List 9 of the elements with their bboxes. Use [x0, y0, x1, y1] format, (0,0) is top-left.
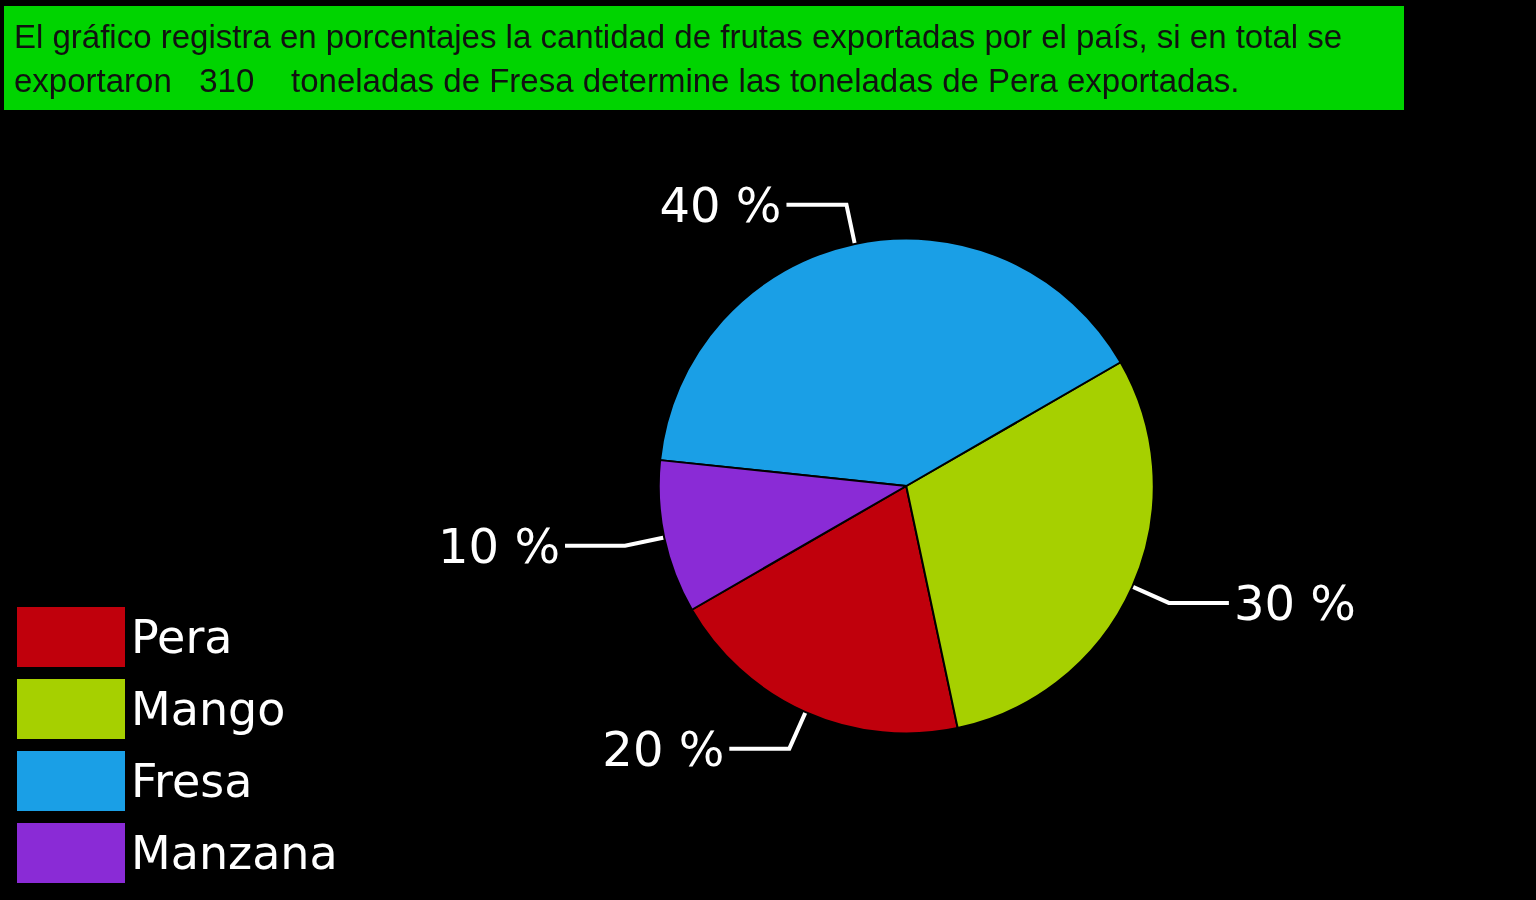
legend-label: Manzana: [131, 826, 338, 880]
data-label: 20 %: [602, 720, 725, 777]
legend-label: Pera: [131, 610, 233, 664]
legend-label: Mango: [131, 682, 286, 736]
chart-title: El gráfico registra en porcentajes la cantidad de frutas exportadas por el país, si en total se exportaron 310 toneladas de Fresa determine las toneladas de Pera exportadas.: [14, 17, 1352, 99]
data-label: 40 %: [659, 176, 782, 233]
data-label: 30 %: [1233, 574, 1356, 631]
legend-label: Fresa: [131, 754, 253, 808]
data-label: 10 %: [438, 517, 561, 574]
